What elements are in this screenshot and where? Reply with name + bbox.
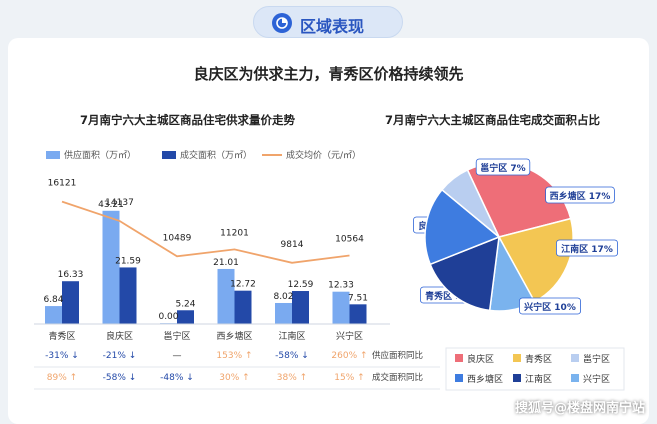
category-label-6: 兴宁区 <box>336 330 363 342</box>
pie-legend-swatch-1 <box>455 354 463 362</box>
deal-bar-label-5: 12.59 <box>288 280 314 290</box>
legend-deal-swatch <box>162 150 176 159</box>
pie-legend-swatch-3 <box>571 354 579 362</box>
pie-label-4: 江南区 17% <box>561 243 613 255</box>
supply-bar-label-1: 6.84 <box>43 295 63 305</box>
price-label-2: 14137 <box>105 198 134 208</box>
yoy-row-label-2: 成交面积同比 <box>372 372 423 383</box>
pie-label-box-5 <box>545 186 615 204</box>
pie-label-3: 兴宁区 10% <box>524 301 576 313</box>
deal-bar-5 <box>292 291 309 324</box>
pie-legend-label-1: 良庆区 <box>467 353 494 365</box>
price-line <box>61 200 350 264</box>
pie-label-box-4 <box>556 239 619 257</box>
supply-bar-label-2: 43.21 <box>98 200 124 210</box>
pie-slice-4 <box>429 235 500 312</box>
legend-supply: 供应面积（万㎡） <box>46 148 136 161</box>
pie-legend-frame <box>445 347 625 391</box>
deal-bar-4 <box>234 290 252 324</box>
category-label-4: 西乡塘区 <box>216 330 252 342</box>
category-label-5: 江南区 <box>278 330 305 342</box>
deal-bar-label-1: 16.33 <box>58 270 84 280</box>
supply-bar-label-3: 0.00 <box>158 312 178 322</box>
yoy-cell-r1-c2: -21% ↓ <box>103 351 137 361</box>
supply-bar-6 <box>332 291 350 324</box>
deal-bar-2 <box>119 267 137 324</box>
yoy-cell-r1-c4: 153% ↑ <box>216 351 252 361</box>
legend-price-swatch <box>262 153 282 156</box>
deal-bar-6 <box>349 304 367 324</box>
yoy-cell-r1-c3: — <box>173 351 182 361</box>
pie-chart-icon <box>272 13 292 33</box>
pie-legend-label-3: 邕宁区 <box>583 353 610 365</box>
pie-slice-5 <box>424 188 501 266</box>
deal-bar-label-3: 5.24 <box>175 299 195 309</box>
supply-bar-4 <box>217 268 235 324</box>
bar-chart-title: 7月南宁六大主城区商品住宅供求量价走势 <box>80 113 295 127</box>
yoy-cell-r2-c5: 38% ↑ <box>277 373 307 383</box>
yoy-cell-r2-c2: -58% ↓ <box>103 373 137 383</box>
deal-bar-label-2: 21.59 <box>115 256 141 266</box>
deal-bar-1 <box>62 281 79 324</box>
pie-label-5: 西乡塘区 17% <box>550 190 611 202</box>
legend-deal: 成交面积（万㎡） <box>162 148 252 161</box>
supply-bar-5 <box>275 302 292 324</box>
yoy-cell-r1-c1: -31% ↓ <box>45 351 79 361</box>
legend-supply-swatch <box>46 150 60 159</box>
pie-legend-swatch-5 <box>513 374 521 382</box>
deal-bar-label-4: 12.72 <box>230 280 256 290</box>
legend-price: 成交均价（元/㎡） <box>262 148 361 161</box>
headline: 良庆区为供求主力，青秀区价格持续领先 <box>193 65 464 83</box>
pie-legend-swatch-2 <box>513 354 521 362</box>
yoy-cell-r2-c4: 30% ↑ <box>219 373 249 383</box>
legend-deal-label: 成交面积（万㎡） <box>180 151 253 161</box>
pie-label-box-3 <box>519 297 582 315</box>
legend-price-label: 成交均价（元/㎡） <box>286 151 362 161</box>
pie-chart-title: 7月南宁六大主城区商品住宅成交面积占比 <box>385 113 600 127</box>
yoy-cell-r1-c6: 260% ↑ <box>331 351 367 361</box>
pie-label-box-6 <box>475 158 531 176</box>
section-tab: 区域表现 <box>253 6 403 38</box>
price-label-4: 11201 <box>220 228 249 238</box>
price-label-5: 9814 <box>281 240 304 250</box>
pie-legend-label-5: 江南区 <box>525 373 552 385</box>
pie-legend-label-6: 兴宁区 <box>583 373 610 385</box>
section-tab-label: 区域表现 <box>300 17 365 36</box>
yoy-row-label-1: 供应面积同比 <box>372 350 423 361</box>
category-label-3: 邕宁区 <box>163 330 190 342</box>
pie-legend-label-2: 青秀区 <box>525 353 552 365</box>
pie-legend-swatch-6 <box>571 374 579 382</box>
pie-legend-swatch-4 <box>455 374 463 382</box>
price-label-3: 10489 <box>163 233 192 243</box>
category-label-2: 良庆区 <box>106 330 133 342</box>
supply-bar-1 <box>45 306 62 324</box>
category-label-1: 青秀区 <box>48 330 75 342</box>
pie-label-6: 邕宁区 7% <box>480 162 525 174</box>
deal-bar-3 <box>177 310 194 324</box>
pie-slice-6 <box>440 169 500 238</box>
deal-bar-label-6: 7.51 <box>348 293 368 303</box>
price-label-6: 10564 <box>335 235 364 245</box>
yoy-cell-r1-c5: -58% ↓ <box>275 351 309 361</box>
price-label-1: 16121 <box>48 179 77 189</box>
supply-bar-label-5: 8.02 <box>273 292 293 302</box>
watermark: 搜狐号@楼盘网南宁站 <box>514 401 645 416</box>
yoy-cell-r2-c3: -48% ↓ <box>160 373 194 383</box>
supply-bar-label-6: 12.33 <box>328 281 354 291</box>
supply-bar-2 <box>102 210 120 324</box>
yoy-cell-r2-c6: 15% ↑ <box>334 373 364 383</box>
pie-legend-label-4: 西乡塘区 <box>467 373 503 385</box>
legend-supply-label: 供应面积（万㎡） <box>64 151 137 161</box>
supply-bar-label-4: 21.01 <box>213 258 239 268</box>
yoy-cell-r2-c1: 89% ↑ <box>47 373 77 383</box>
